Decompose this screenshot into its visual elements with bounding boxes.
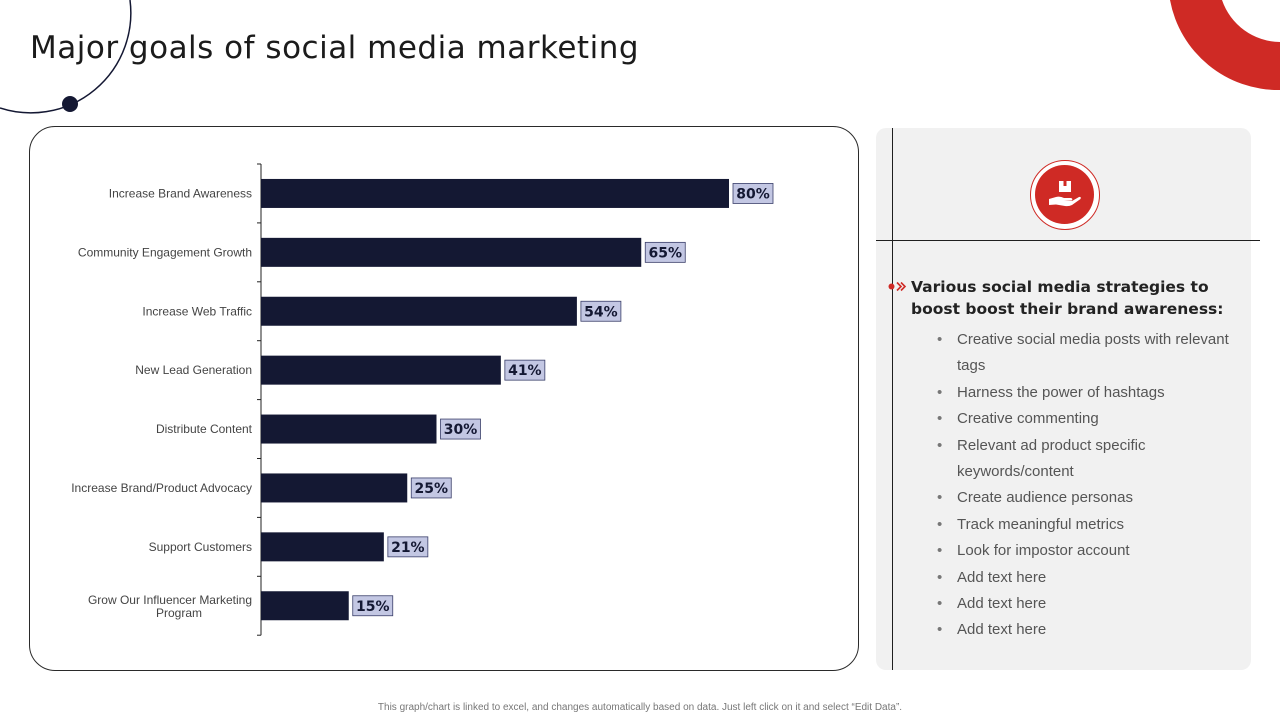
data-label-box — [732, 183, 774, 204]
data-label-box — [440, 418, 481, 440]
strategy-item: Creative social media posts with relevan… — [935, 327, 1235, 380]
data-label: 80% — [736, 186, 770, 202]
data-label-box — [410, 477, 452, 499]
strategy-item: Create audience personas — [935, 485, 1235, 512]
strategy-item: Relevant ad product specific keywords/co… — [935, 433, 1235, 486]
category-label: Increase Brand/Product Advocacy — [71, 481, 252, 495]
category-label: Increase Brand Awareness — [109, 186, 252, 200]
strategy-item: Add text here — [935, 617, 1235, 644]
strategy-item: Look for impostor account — [935, 538, 1235, 565]
data-label-box — [644, 241, 686, 263]
data-label: 54% — [584, 304, 618, 320]
strategy-item: Harness the power of hashtags — [935, 380, 1235, 407]
category-label: Community Engagement Growth — [78, 245, 252, 259]
bar — [261, 296, 577, 326]
bar-chart: Increase Brand Awareness 80% Community Eng… — [71, 163, 774, 636]
category-label: Increase Web Traffic — [142, 304, 252, 318]
bar — [261, 237, 642, 267]
bar — [261, 355, 501, 385]
category-label: Grow Our Influencer Marketing Program — [88, 593, 252, 620]
data-label: 21% — [391, 540, 425, 556]
bar — [261, 178, 729, 208]
panel-divider-horizontal — [876, 240, 1260, 241]
decorative-ring-top-right — [1170, 0, 1280, 91]
data-label: 65% — [648, 245, 682, 261]
strategy-item: Creative commenting — [935, 406, 1235, 433]
data-label-box — [504, 359, 546, 381]
data-label: 15% — [356, 599, 390, 615]
data-label: 25% — [414, 481, 448, 497]
page-title: Major goals of social media marketing — [30, 30, 640, 66]
category-label: Support Customers — [149, 540, 252, 554]
heading-bullet-icon — [888, 281, 907, 292]
bar — [261, 532, 384, 562]
data-label: 41% — [508, 363, 542, 379]
bar — [261, 473, 408, 503]
category-label: New Lead Generation — [135, 363, 252, 377]
panel-divider-vertical — [892, 128, 893, 670]
hand-holding-box-icon — [1049, 181, 1081, 207]
chart-card: Increase Brand Awareness 80% Community Eng… — [29, 126, 859, 671]
footer-note: This graph/chart is linked to excel, and… — [377, 702, 903, 713]
decorative-dot — [62, 96, 78, 112]
data-label-box — [387, 536, 429, 558]
strategy-item: Add text here — [935, 565, 1235, 592]
strategy-item: Add text here — [935, 591, 1235, 618]
bar — [261, 591, 349, 621]
strategy-item: Track meaningful metrics — [935, 512, 1235, 539]
data-label-box — [580, 300, 622, 322]
bar — [261, 414, 437, 444]
data-label-box — [352, 595, 394, 617]
icon-badge — [1030, 160, 1100, 230]
strategy-list: Creative social media posts with relevan… — [935, 327, 1235, 644]
panel-heading: Various social media strategies to boost… — [911, 278, 1224, 318]
category-label: Distribute Content — [156, 422, 253, 436]
data-label: 30% — [444, 422, 478, 438]
